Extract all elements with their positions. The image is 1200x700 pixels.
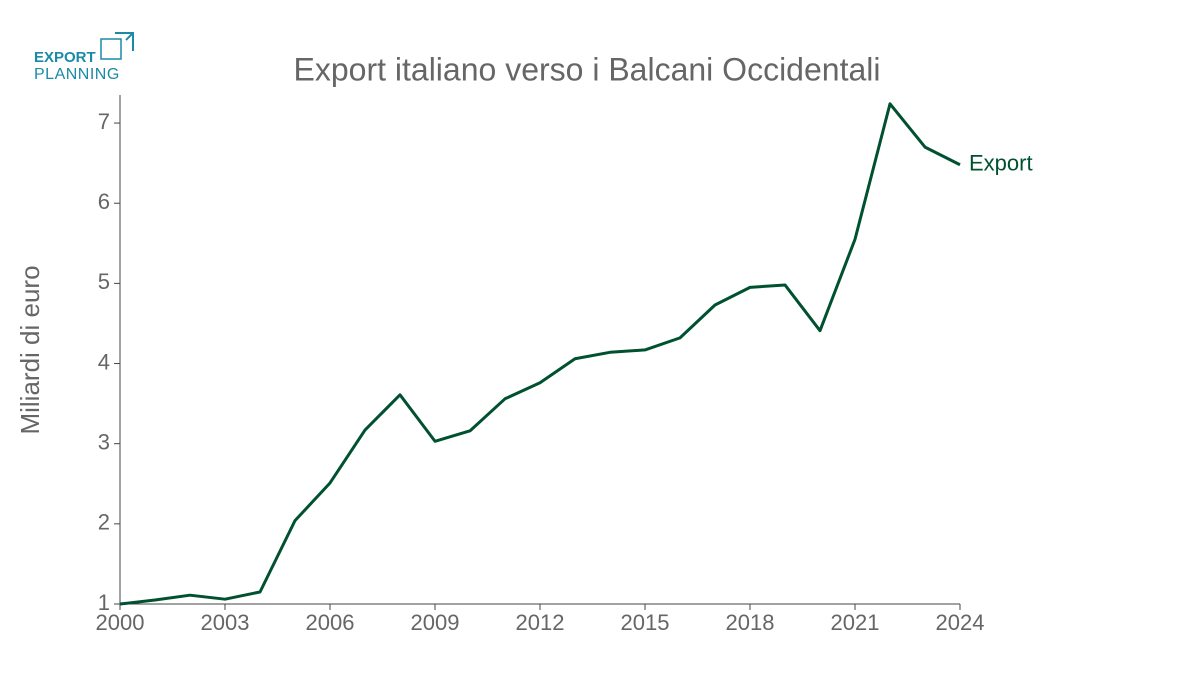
x-tick-label: 2024 xyxy=(936,610,985,635)
x-tick-label: 2012 xyxy=(516,610,565,635)
y-tick-label: 7 xyxy=(98,109,110,134)
x-tick-label: 2003 xyxy=(201,610,250,635)
y-tick-label: 6 xyxy=(98,189,110,214)
data-line xyxy=(119,102,961,606)
x-tick-label: 2018 xyxy=(726,610,775,635)
x-tick-label: 2000 xyxy=(96,610,145,635)
y-tick-label: 3 xyxy=(98,429,110,454)
y-tick-label: 4 xyxy=(98,349,110,374)
series-label: Export xyxy=(969,151,1033,176)
logo-arrow xyxy=(115,32,134,51)
x-tick-label: 2006 xyxy=(306,610,355,635)
chart-title: Export italiano verso i Balcani Occident… xyxy=(294,51,881,87)
logo-box xyxy=(100,38,122,60)
x-tick-label: 2009 xyxy=(411,610,460,635)
logo-text: EXPORT xyxy=(34,49,96,66)
x-tick-label: 2021 xyxy=(831,610,880,635)
y-axis-label: Miliardi di euro xyxy=(15,265,45,434)
x-tick-label: 2015 xyxy=(621,610,670,635)
y-tick-label: 1 xyxy=(98,590,110,615)
y-tick-label: 2 xyxy=(98,510,110,535)
y-tick-label: 5 xyxy=(98,269,110,294)
logo-text: PLANNING xyxy=(34,66,120,83)
